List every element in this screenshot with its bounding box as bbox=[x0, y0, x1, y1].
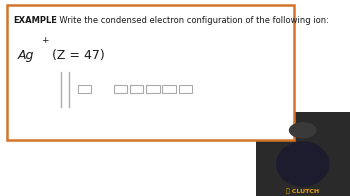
Bar bbox=[256, 112, 350, 196]
Text: Ag: Ag bbox=[18, 49, 34, 62]
Bar bbox=[130, 85, 143, 93]
Bar bbox=[114, 85, 127, 93]
Bar bbox=[146, 85, 160, 93]
Text: Ⓢ CLUTCH: Ⓢ CLUTCH bbox=[286, 188, 319, 194]
Bar bbox=[178, 85, 192, 93]
Bar bbox=[78, 85, 91, 93]
Text: +: + bbox=[41, 36, 49, 45]
Ellipse shape bbox=[277, 142, 329, 186]
Text: EXAMPLE: EXAMPLE bbox=[13, 16, 57, 25]
Circle shape bbox=[289, 123, 316, 138]
Bar bbox=[7, 5, 294, 140]
Bar bbox=[162, 85, 176, 93]
Text: (Z = 47): (Z = 47) bbox=[48, 49, 105, 62]
Text: : Write the condensed electron configuration of the following ion:: : Write the condensed electron configura… bbox=[54, 16, 328, 25]
